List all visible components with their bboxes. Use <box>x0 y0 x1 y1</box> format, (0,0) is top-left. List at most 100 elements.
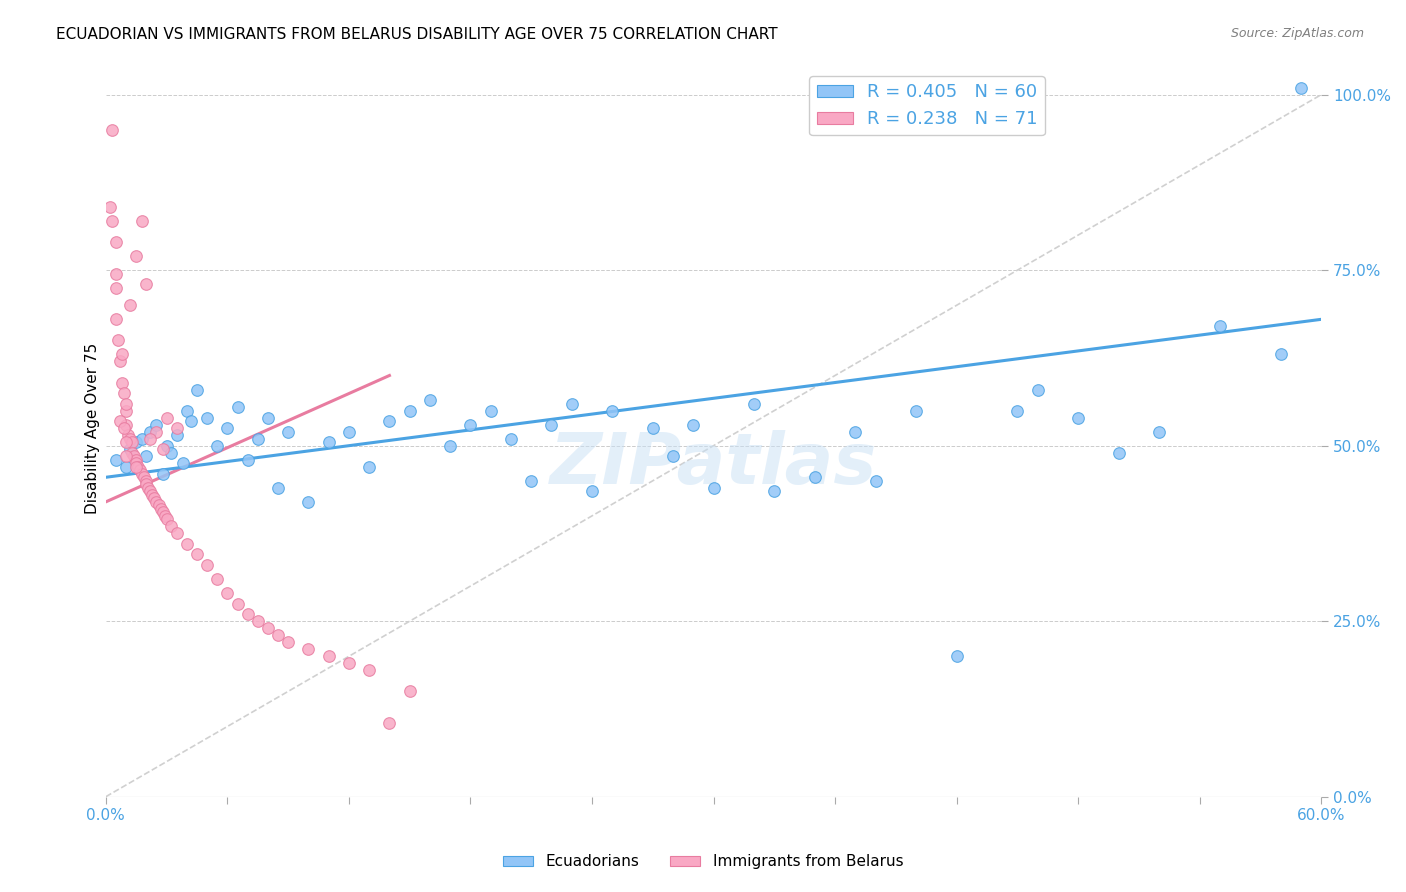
Point <box>117 428 139 442</box>
Point <box>186 548 208 562</box>
Point <box>152 442 174 457</box>
Point <box>121 446 143 460</box>
Point <box>600 403 623 417</box>
Point <box>104 312 127 326</box>
Text: ECUADORIAN VS IMMIGRANTS FROM BELARUS DISABILITY AGE OVER 75 CORRELATION CHART: ECUADORIAN VS IMMIGRANTS FROM BELARUS DI… <box>56 27 778 42</box>
Point <box>122 449 145 463</box>
Point <box>398 684 420 698</box>
Point <box>236 452 259 467</box>
Point <box>742 396 765 410</box>
Point <box>1147 425 1170 439</box>
Point <box>115 396 138 410</box>
Point <box>125 435 148 450</box>
Y-axis label: Disability Age Over 75: Disability Age Over 75 <box>86 343 100 514</box>
Point <box>111 347 134 361</box>
Point <box>865 474 887 488</box>
Point <box>156 410 179 425</box>
Text: Source: ZipAtlas.com: Source: ZipAtlas.com <box>1230 27 1364 40</box>
Point <box>139 432 162 446</box>
Point <box>1270 347 1292 361</box>
Point <box>378 716 401 731</box>
Point <box>166 421 188 435</box>
Point <box>1026 383 1049 397</box>
Point <box>318 649 340 664</box>
Point <box>1108 446 1130 460</box>
Point <box>236 607 259 622</box>
Point <box>844 425 866 439</box>
Point <box>115 449 138 463</box>
Point <box>479 403 502 417</box>
Point <box>125 452 148 467</box>
Point <box>129 463 152 477</box>
Point <box>195 558 218 572</box>
Point <box>257 410 280 425</box>
Point <box>145 425 167 439</box>
Point <box>159 446 181 460</box>
Point <box>186 383 208 397</box>
Point <box>804 470 827 484</box>
Point <box>104 281 127 295</box>
Point <box>267 628 290 642</box>
Point <box>152 467 174 481</box>
Point <box>104 235 127 249</box>
Point <box>125 456 148 470</box>
Point <box>134 470 156 484</box>
Point <box>131 432 153 446</box>
Point <box>297 642 319 657</box>
Point <box>195 410 218 425</box>
Point <box>905 403 928 417</box>
Point <box>702 481 724 495</box>
Point <box>108 354 131 368</box>
Point <box>267 481 290 495</box>
Point <box>135 474 157 488</box>
Point <box>1007 403 1029 417</box>
Point <box>359 663 381 677</box>
Point <box>148 499 170 513</box>
Point <box>682 417 704 432</box>
Point <box>143 491 166 506</box>
Point <box>145 417 167 432</box>
Point <box>1209 319 1232 334</box>
Point <box>1067 410 1090 425</box>
Point <box>378 414 401 428</box>
Point <box>120 432 142 446</box>
Point <box>115 435 138 450</box>
Point <box>112 421 135 435</box>
Point <box>156 512 179 526</box>
Point <box>145 495 167 509</box>
Point <box>115 417 138 432</box>
Text: ZIPatlas: ZIPatlas <box>550 431 877 500</box>
Point <box>257 621 280 635</box>
Point <box>581 484 603 499</box>
Point <box>131 467 153 481</box>
Point <box>152 505 174 519</box>
Point <box>359 459 381 474</box>
Point <box>139 484 162 499</box>
Point <box>246 432 269 446</box>
Point <box>141 488 163 502</box>
Point <box>115 459 138 474</box>
Point <box>439 439 461 453</box>
Point <box>135 449 157 463</box>
Point <box>172 456 194 470</box>
Point <box>277 635 299 649</box>
Point <box>153 508 176 523</box>
Point <box>520 474 543 488</box>
Point <box>641 421 664 435</box>
Point <box>104 267 127 281</box>
Point <box>419 392 441 407</box>
Point <box>127 459 149 474</box>
Point <box>108 414 131 428</box>
Point <box>337 425 360 439</box>
Point <box>176 403 198 417</box>
Point <box>176 537 198 551</box>
Point <box>120 298 142 312</box>
Legend: R = 0.405   N = 60, R = 0.238   N = 71: R = 0.405 N = 60, R = 0.238 N = 71 <box>810 76 1045 136</box>
Point <box>125 459 148 474</box>
Point <box>277 425 299 439</box>
Point <box>1289 80 1312 95</box>
Point <box>207 439 229 453</box>
Point <box>107 334 129 348</box>
Point <box>166 428 188 442</box>
Point <box>149 501 172 516</box>
